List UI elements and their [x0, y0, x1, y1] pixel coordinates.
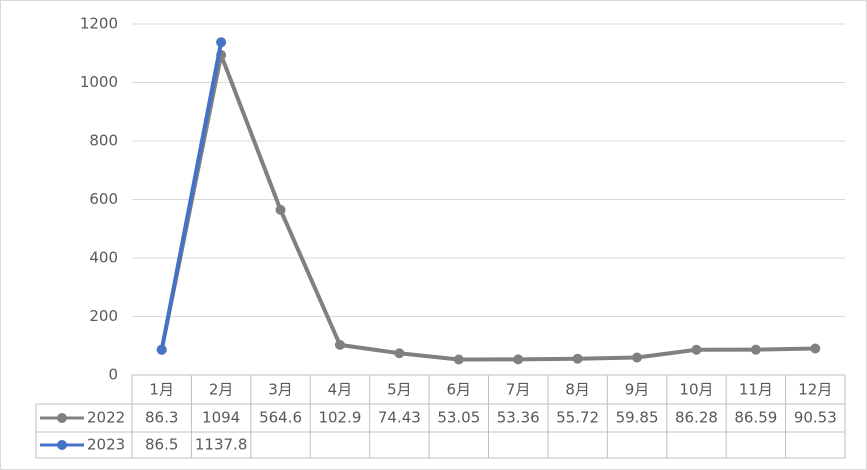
x-tick-label: 6月 [447, 381, 472, 399]
legend-key-marker [57, 440, 67, 450]
x-tick-label: 4月 [328, 381, 353, 399]
table-value: 1094 [202, 409, 240, 427]
table-value: 86.3 [145, 409, 178, 427]
point [394, 348, 405, 359]
point [156, 344, 167, 355]
x-tick-label: 1月 [149, 381, 174, 399]
x-tick-label: 10月 [679, 381, 713, 399]
point [513, 354, 524, 365]
legend-key-marker [57, 413, 67, 423]
x-tick-label: 2月 [209, 381, 234, 399]
legend-label: 2022 [87, 409, 125, 427]
x-tick-label: 5月 [387, 381, 412, 399]
table-value: 86.28 [675, 409, 718, 427]
table-value: 86.59 [734, 409, 777, 427]
table-value: 59.85 [616, 409, 659, 427]
x-tick-label: 8月 [565, 381, 590, 399]
table-value: 55.72 [556, 409, 599, 427]
x-tick-label: 12月 [798, 381, 832, 399]
y-tick-label: 600 [89, 190, 118, 208]
point [275, 204, 286, 215]
legend-label: 2023 [87, 436, 125, 454]
y-tick-label: 200 [89, 307, 118, 325]
y-tick-label: 800 [89, 132, 118, 150]
y-tick-label: 1000 [80, 73, 118, 91]
point [750, 344, 761, 355]
point [216, 37, 227, 48]
point [810, 343, 821, 354]
point [691, 344, 702, 355]
table-value: 564.6 [259, 409, 302, 427]
point [572, 353, 583, 364]
table-value: 1137.8 [195, 436, 248, 454]
series-line [159, 53, 816, 362]
x-tick-label: 9月 [625, 381, 650, 399]
y-tick-label: 0 [108, 366, 118, 384]
point [632, 352, 643, 363]
x-tick-label: 7月 [506, 381, 531, 399]
table-value: 53.36 [497, 409, 540, 427]
point [453, 354, 464, 365]
series-line [159, 41, 224, 351]
table-value: 86.5 [145, 436, 178, 454]
x-tick-label: 3月 [268, 381, 293, 399]
point [334, 339, 345, 350]
table-value: 90.53 [794, 409, 837, 427]
table-value: 102.9 [318, 409, 361, 427]
table-value: 74.43 [378, 409, 421, 427]
y-tick-label: 1200 [80, 15, 118, 33]
table-value: 53.05 [437, 409, 480, 427]
x-tick-label: 11月 [739, 381, 773, 399]
y-tick-label: 400 [89, 249, 118, 267]
